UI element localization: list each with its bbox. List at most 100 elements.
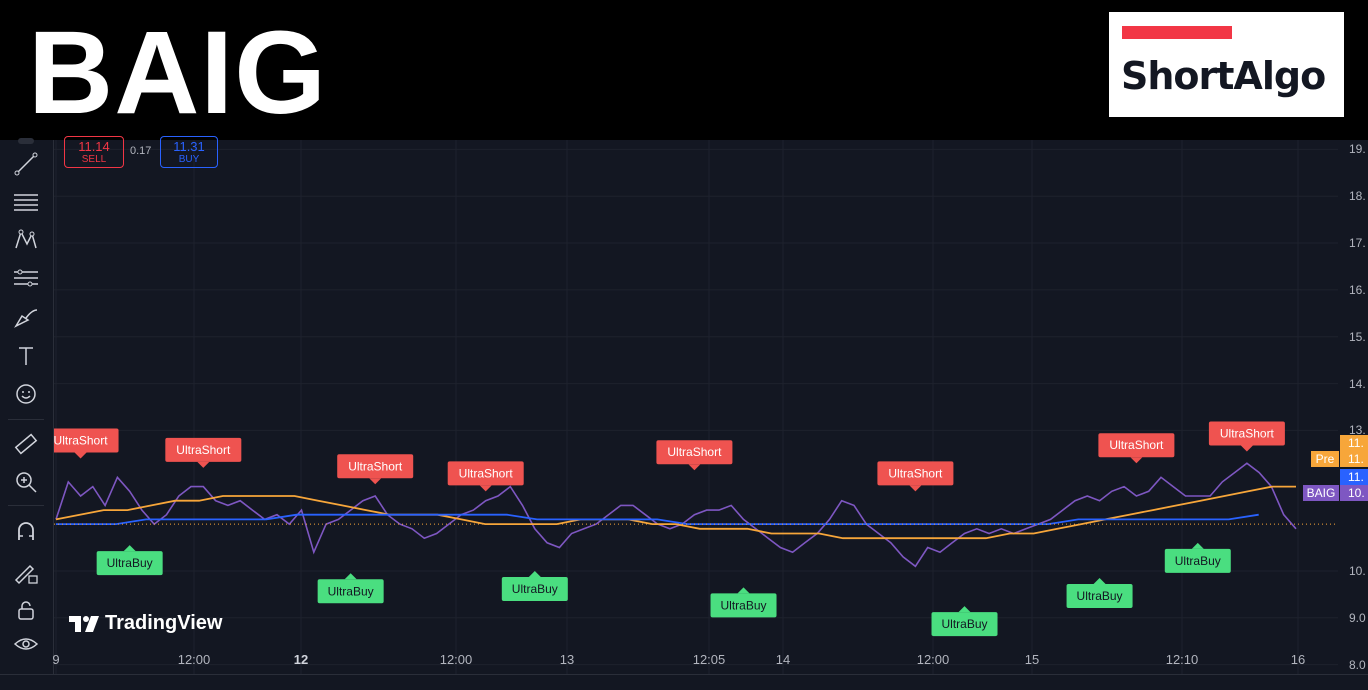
price-label: 16. xyxy=(1349,282,1366,297)
marker-pointer xyxy=(737,587,750,594)
ultrabuy-marker: UltraBuy xyxy=(317,573,384,604)
marker-pointer xyxy=(1191,542,1204,549)
price-label: 14. xyxy=(1349,376,1366,391)
marker-label: UltraBuy xyxy=(1077,589,1123,603)
marker-pointer xyxy=(958,606,971,613)
marker-label: UltraBuy xyxy=(721,598,767,612)
marker-label: UltraShort xyxy=(1109,438,1164,452)
tradingview-watermark: TradingView xyxy=(105,612,223,634)
marker-label: UltraShort xyxy=(54,434,108,448)
price-tag-purple: 10. xyxy=(1340,485,1368,501)
marker-box xyxy=(931,612,998,637)
chart-series xyxy=(54,462,1338,568)
ticker-title: BAIG xyxy=(28,7,327,139)
zoom-icon[interactable] xyxy=(12,468,40,496)
price-tag-blue: 11. xyxy=(1340,469,1368,485)
marker-pointer xyxy=(197,461,210,468)
lock-icon[interactable] xyxy=(12,596,40,624)
ruler-icon[interactable] xyxy=(12,430,40,458)
marker-label: UltraShort xyxy=(348,459,403,473)
bottom-toolbar xyxy=(0,674,1368,690)
sell-price: 11.14 xyxy=(78,139,110,154)
shortalgo-logo: ShortAlgo xyxy=(1109,12,1344,117)
marker-label: UltraBuy xyxy=(1175,554,1221,568)
ultrashort-marker: UltraShort xyxy=(165,437,242,468)
text-icon[interactable] xyxy=(12,342,40,370)
marker-pointer xyxy=(1130,457,1143,464)
header-banner: BAIG ShortAlgo xyxy=(0,0,1368,140)
spread-value: 0.17 xyxy=(130,145,152,157)
marker-box xyxy=(447,461,524,486)
symbol-tag: BAIG xyxy=(1303,485,1339,501)
premarket-tag: Pre xyxy=(1311,451,1339,467)
emoji-icon[interactable] xyxy=(12,380,40,408)
time-label: 13 xyxy=(559,652,575,667)
marker-label: UltraBuy xyxy=(512,582,558,596)
price-label: 10. xyxy=(1349,563,1366,578)
buy-price: 11.31 xyxy=(173,139,205,154)
price-label: 18. xyxy=(1349,189,1366,204)
forecast-icon[interactable] xyxy=(12,264,40,292)
marker-box xyxy=(317,579,384,604)
marker-label: UltraShort xyxy=(888,466,943,480)
price-label: 19. xyxy=(1349,142,1366,157)
time-label: 9 xyxy=(52,652,60,667)
eye-icon[interactable] xyxy=(12,630,40,658)
price-label: 15. xyxy=(1349,329,1366,344)
marker-box xyxy=(54,428,119,453)
trendline-icon[interactable] xyxy=(12,150,40,178)
pattern-icon[interactable] xyxy=(12,226,40,254)
ultrabuy-marker: UltraBuy xyxy=(1066,577,1133,608)
marker-box xyxy=(165,437,242,462)
time-label: 14 xyxy=(775,652,791,667)
time-label: 12:10 xyxy=(1165,652,1199,667)
lock-draw-icon[interactable] xyxy=(12,558,40,586)
time-label: 15 xyxy=(1024,652,1040,667)
marker-box xyxy=(501,576,568,601)
ultrashort-marker: UltraShort xyxy=(877,461,954,492)
price-chart[interactable]: UltraShort UltraShort UltraShort UltraShort… xyxy=(54,140,1338,674)
marker-pointer xyxy=(1240,445,1253,452)
time-label: 12:00 xyxy=(916,652,950,667)
marker-box xyxy=(1208,421,1285,446)
tradingview-logo-icon xyxy=(69,616,99,632)
price-label: 9.0 xyxy=(1349,610,1366,625)
marker-label: UltraShort xyxy=(459,466,514,480)
marker-box xyxy=(1164,548,1231,573)
buy-button[interactable]: 11.31 BUY xyxy=(160,136,218,168)
time-label: 12 xyxy=(293,652,309,667)
signal-markers: UltraShort UltraShort UltraShort UltraShort… xyxy=(54,421,1285,637)
ultrabuy-marker: UltraBuy xyxy=(501,570,568,601)
ultrashort-marker: UltraShort xyxy=(337,454,414,485)
marker-label: UltraBuy xyxy=(328,584,374,598)
marker-pointer xyxy=(123,545,136,552)
toolbar-divider xyxy=(8,505,44,506)
price-label: 8.0 xyxy=(1349,657,1366,672)
marker-box xyxy=(1066,583,1133,608)
marker-box xyxy=(877,461,954,486)
marker-label: UltraShort xyxy=(1220,427,1275,441)
brush-icon[interactable] xyxy=(12,304,40,332)
time-label: 16 xyxy=(1290,652,1306,667)
time-axis[interactable]: 9 12:00 12 12:00 13 12:05 14 12:00 15 12:10 16 xyxy=(52,646,1338,674)
ultrabuy-marker: UltraBuy xyxy=(710,587,777,618)
series-line-0 xyxy=(55,462,1297,568)
marker-box xyxy=(337,454,414,479)
ultrabuy-marker: UltraBuy xyxy=(931,606,998,637)
price-axis[interactable]: 19. 18. 17. 16. 15. 14. 13. 10. 9.0 8.0 xyxy=(1338,140,1368,674)
sell-button[interactable]: 11.14 SELL xyxy=(64,136,124,168)
marker-box xyxy=(656,440,733,465)
cursor-icon[interactable] xyxy=(12,134,40,162)
series-line-1 xyxy=(55,485,1296,540)
marker-pointer xyxy=(909,485,922,492)
marker-pointer xyxy=(1093,577,1106,584)
magnet-icon[interactable] xyxy=(12,518,40,546)
sell-label: SELL xyxy=(81,154,107,165)
marker-pointer xyxy=(369,478,382,485)
ultrabuy-marker: UltraBuy xyxy=(96,545,163,576)
marker-pointer xyxy=(528,570,541,577)
marker-box xyxy=(96,551,163,576)
ultrashort-marker: UltraShort xyxy=(54,428,119,459)
fib-icon[interactable] xyxy=(12,188,40,216)
ultrashort-marker: UltraShort xyxy=(1098,433,1175,464)
